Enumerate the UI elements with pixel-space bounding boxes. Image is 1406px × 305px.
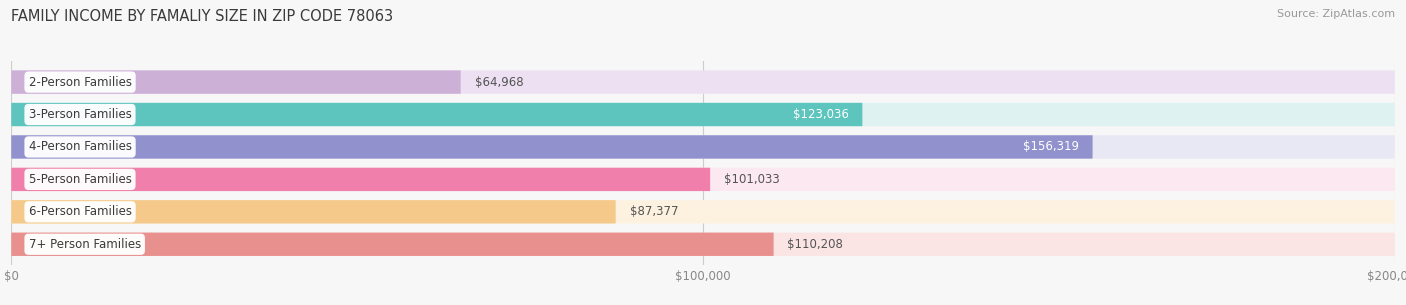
- Text: Source: ZipAtlas.com: Source: ZipAtlas.com: [1277, 9, 1395, 19]
- Text: $123,036: $123,036: [793, 108, 848, 121]
- FancyBboxPatch shape: [11, 200, 616, 224]
- Text: $110,208: $110,208: [787, 238, 844, 251]
- FancyBboxPatch shape: [11, 103, 1395, 126]
- Text: 4-Person Families: 4-Person Families: [28, 141, 132, 153]
- Text: $156,319: $156,319: [1022, 141, 1078, 153]
- FancyBboxPatch shape: [11, 135, 1395, 159]
- FancyBboxPatch shape: [11, 233, 1395, 256]
- FancyBboxPatch shape: [11, 135, 1092, 159]
- Text: 2-Person Families: 2-Person Families: [28, 76, 132, 88]
- FancyBboxPatch shape: [11, 168, 710, 191]
- FancyBboxPatch shape: [11, 70, 461, 94]
- FancyBboxPatch shape: [11, 168, 1395, 191]
- Text: $87,377: $87,377: [630, 205, 678, 218]
- Text: 3-Person Families: 3-Person Families: [28, 108, 131, 121]
- FancyBboxPatch shape: [11, 200, 1395, 224]
- Text: 5-Person Families: 5-Person Families: [28, 173, 131, 186]
- FancyBboxPatch shape: [11, 70, 1395, 94]
- Text: $64,968: $64,968: [474, 76, 523, 88]
- Text: 6-Person Families: 6-Person Families: [28, 205, 132, 218]
- FancyBboxPatch shape: [11, 233, 773, 256]
- FancyBboxPatch shape: [11, 103, 862, 126]
- Text: FAMILY INCOME BY FAMALIY SIZE IN ZIP CODE 78063: FAMILY INCOME BY FAMALIY SIZE IN ZIP COD…: [11, 9, 394, 24]
- Text: 7+ Person Families: 7+ Person Families: [28, 238, 141, 251]
- Text: $101,033: $101,033: [724, 173, 780, 186]
